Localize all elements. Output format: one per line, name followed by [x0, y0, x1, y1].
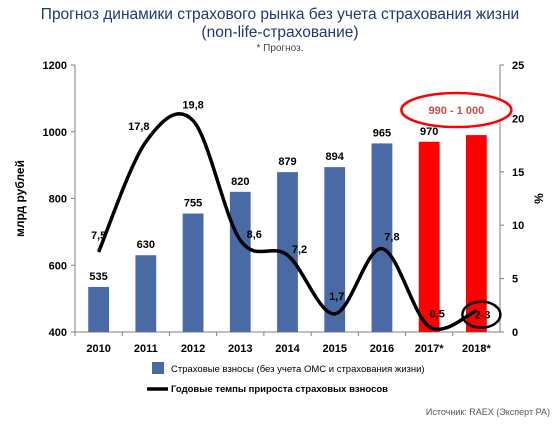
bar-data-label: 755: [184, 198, 202, 210]
line-data-label: 17,8: [128, 121, 149, 133]
bar: [371, 143, 393, 332]
x-tick-label: 2010: [86, 343, 110, 355]
bar: [182, 213, 204, 332]
x-tick-label: 2015: [322, 343, 346, 355]
y2-tick-label: 25: [512, 60, 524, 72]
line-data-label: 8,6: [247, 229, 262, 241]
bar-data-label: 820: [231, 176, 249, 188]
line-data-label: 7,2: [292, 244, 307, 256]
highlight-ellipse-annotation: [400, 91, 513, 129]
bar-data-label: 879: [278, 156, 296, 168]
y-tick-label: 800: [49, 194, 67, 206]
chart-title: Прогноз динамики страхового рынка без уч…: [40, 6, 520, 23]
y-tick-label: 1000: [43, 127, 67, 139]
bar: [466, 135, 487, 332]
y-tick-label: 1200: [43, 60, 67, 72]
x-tick-label: 2011: [134, 343, 158, 355]
bar: [135, 255, 157, 332]
line-data-label: 7,8: [384, 232, 399, 244]
forecast-note: * Прогноз.: [256, 43, 304, 54]
y2-tick-label: 10: [512, 220, 524, 232]
legend-swatch-bars: [152, 362, 164, 374]
y-tick-label: 600: [49, 260, 67, 272]
highlight-ellipse-line: [461, 300, 502, 329]
line-data-label: 7,5: [91, 230, 106, 242]
legend-label-line: Годовые темпы прироста страховых взносов: [171, 384, 388, 395]
bar-data-label: 894: [326, 151, 345, 163]
y2-tick-label: 20: [512, 113, 524, 125]
source-note: Источник: RAEX (Эксперт РА): [425, 407, 550, 417]
bar-data-label: 630: [137, 239, 155, 251]
x-tick-label: 2018*: [462, 343, 491, 355]
y2-axis-title: %: [532, 193, 546, 204]
y2-tick-label: 5: [512, 274, 518, 286]
bar: [418, 141, 440, 332]
y-tick-label: 400: [49, 327, 67, 339]
growth-line: [97, 112, 478, 331]
line-data-label: 2-3: [474, 310, 490, 322]
x-tick-label: 2013: [228, 343, 252, 355]
y2-tick-label: 0: [512, 327, 518, 339]
x-tick-label: 2016: [370, 343, 394, 355]
line-data-label: 1,7: [329, 291, 344, 303]
x-tick-label: 2017*: [415, 343, 444, 355]
bar: [88, 286, 109, 332]
x-tick-label: 2014: [275, 343, 300, 355]
bar-data-label: 970: [420, 126, 438, 138]
bar-data-label: 965: [373, 127, 391, 139]
y-axis-title: млрд рублей: [13, 160, 27, 237]
legend-label-bars: Страховые взносы (без учета ОМС и страхо…: [171, 364, 425, 375]
x-tick-label: 2012: [181, 343, 205, 355]
bar: [324, 167, 346, 332]
bar: [277, 172, 298, 332]
bar-data-label: 535: [89, 271, 107, 283]
chart-subtitle: (non-life-страхование): [201, 24, 359, 41]
line-data-label: 0,5: [430, 309, 445, 321]
bar: [229, 191, 251, 332]
line-data-label: 19,8: [182, 100, 203, 112]
y2-tick-label: 15: [512, 167, 524, 179]
annotation-label: 990 - 1 000: [429, 105, 485, 117]
